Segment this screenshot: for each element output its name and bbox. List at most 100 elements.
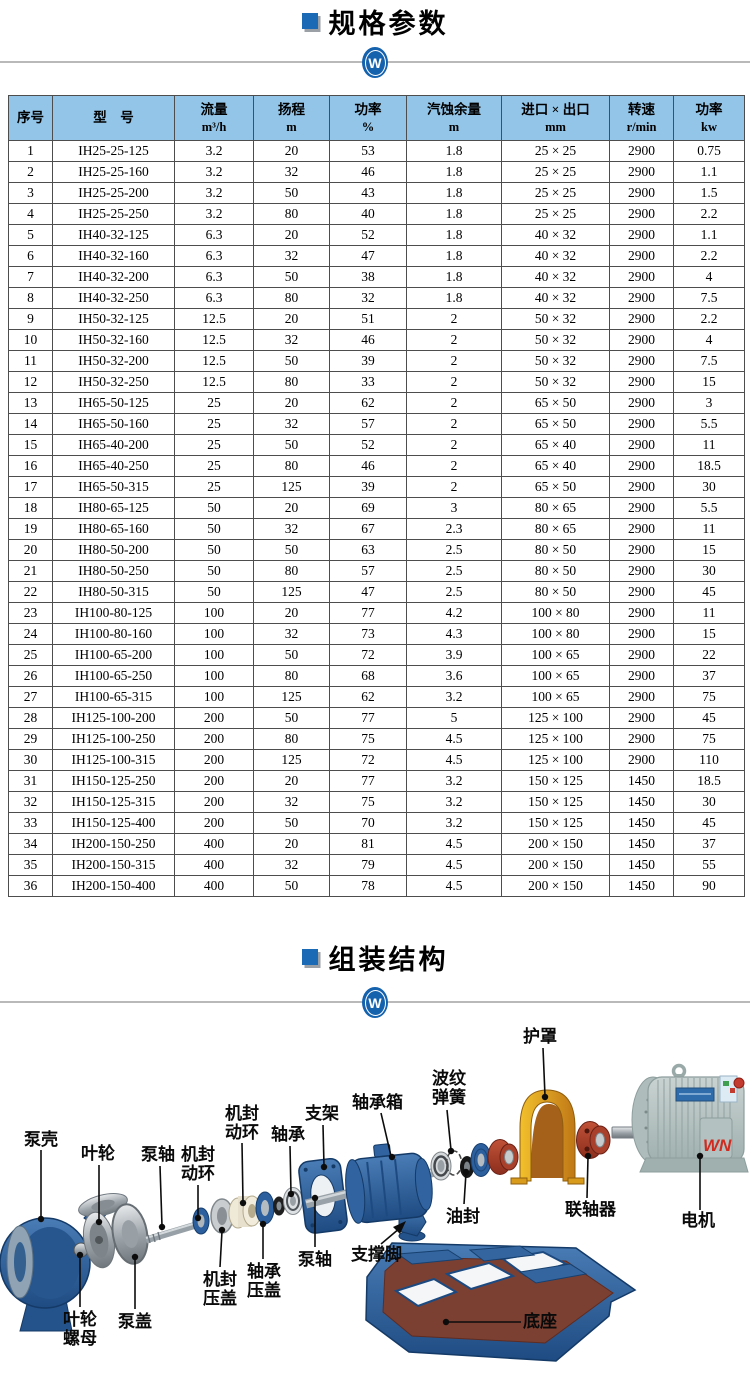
table-cell: 33 bbox=[8, 812, 53, 834]
gland-disc-part bbox=[470, 1143, 492, 1177]
table-cell: 65 × 50 bbox=[501, 413, 610, 435]
table-cell: 47 bbox=[329, 245, 407, 267]
table-cell: 100 bbox=[174, 665, 254, 687]
table-cell: 2900 bbox=[609, 581, 674, 603]
table-cell: 32 bbox=[253, 413, 330, 435]
table-cell: IH40-32-125 bbox=[52, 224, 175, 246]
table-cell: 7.5 bbox=[673, 350, 745, 372]
table-row: 9 IH50-32-125 12.5 20 51 2 50 × 32 2900 2.2 bbox=[8, 308, 745, 330]
table-cell: IH125-100-250 bbox=[52, 728, 175, 750]
table-row: 15 IH65-40-200 25 50 52 2 65 × 40 2900 11 bbox=[8, 434, 745, 456]
table-row: 27 IH100-65-315 100 125 62 3.2 100 × 65 2900 75 bbox=[8, 686, 745, 708]
table-cell: 50 × 32 bbox=[501, 308, 610, 330]
impeller-part bbox=[82, 1211, 116, 1269]
table-row: 33 IH150-125-400 200 50 70 3.2 150 × 125 1450 45 bbox=[8, 812, 745, 834]
part-label-seal-ring-1: 机封动环 bbox=[181, 1145, 215, 1184]
table-cell: 55 bbox=[673, 854, 745, 876]
seal-rotating-ring-part bbox=[192, 1207, 210, 1235]
table-row: 6 IH40-32-160 6.3 32 47 1.8 40 × 32 2900 2.2 bbox=[8, 245, 745, 267]
table-cell: IH40-32-200 bbox=[52, 266, 175, 288]
table-cell: 20 bbox=[253, 308, 330, 330]
table-cell: 46 bbox=[329, 329, 407, 351]
table-cell: 32 bbox=[253, 518, 330, 540]
section-square-icon bbox=[301, 13, 318, 29]
table-cell: IH65-40-200 bbox=[52, 434, 175, 456]
table-cell: 31 bbox=[8, 770, 53, 792]
table-cell: 25 × 25 bbox=[501, 140, 610, 162]
column-header: 功率% bbox=[329, 95, 407, 141]
section-header-specs: 规格参数 bbox=[0, 2, 750, 40]
section-header-assembly: 组装结构 bbox=[0, 938, 750, 976]
table-cell: 1450 bbox=[609, 854, 674, 876]
table-cell: 4.5 bbox=[406, 749, 502, 771]
pump-shaft-front-part bbox=[144, 1221, 198, 1244]
table-cell: 2900 bbox=[609, 749, 674, 771]
table-cell: 40 bbox=[329, 203, 407, 225]
section-square-icon bbox=[301, 949, 318, 965]
table-cell: 25 × 25 bbox=[501, 182, 610, 204]
table-cell: 30 bbox=[673, 560, 745, 582]
table-row: 4 IH25-25-250 3.2 80 40 1.8 25 × 25 2900 2.2 bbox=[8, 203, 745, 225]
pump-cover-part bbox=[111, 1203, 149, 1265]
table-cell: 35 bbox=[8, 854, 53, 876]
table-cell: 5.5 bbox=[673, 497, 745, 519]
table-cell: 50 bbox=[253, 182, 330, 204]
part-label-base: 底座 bbox=[523, 1312, 557, 1331]
motor-part: WN bbox=[611, 1063, 749, 1173]
table-cell: 23 bbox=[8, 602, 53, 624]
table-cell: 11 bbox=[673, 602, 745, 624]
section-title-specs: 规格参数 bbox=[328, 8, 449, 39]
column-header: 序号 bbox=[8, 95, 53, 141]
table-row: 36 IH200-150-400 400 50 78 4.5 200 × 150 1450 90 bbox=[8, 875, 745, 897]
table-row: 31 IH150-125-250 200 20 77 3.2 150 × 125 1450 18… bbox=[8, 770, 745, 792]
part-label-pump-casing: 泵壳 bbox=[24, 1130, 58, 1149]
part-label-wave-spring: 波纹弹簧 bbox=[432, 1069, 466, 1108]
part-label-coupling: 联轴器 bbox=[565, 1200, 616, 1219]
base-part bbox=[365, 1242, 637, 1362]
table-row: 10 IH50-32-160 12.5 32 46 2 50 × 32 2900 4 bbox=[8, 329, 745, 351]
table-cell: 100 × 65 bbox=[501, 665, 610, 687]
table-cell: IH40-32-250 bbox=[52, 287, 175, 309]
table-cell: 50 × 32 bbox=[501, 371, 610, 393]
table-cell: 70 bbox=[329, 812, 407, 834]
table-cell: 80 × 50 bbox=[501, 581, 610, 603]
table-cell: 90 bbox=[673, 875, 745, 897]
part-label-seal-ring-2: 机封动环 bbox=[225, 1104, 259, 1143]
table-cell: 53 bbox=[329, 140, 407, 162]
table-cell: 200 × 150 bbox=[501, 875, 610, 897]
table-row: 5 IH40-32-125 6.3 20 52 1.8 40 × 32 2900 1.1 bbox=[8, 224, 745, 246]
arrowhead-icon bbox=[393, 1221, 406, 1234]
table-row: 19 IH80-65-160 50 32 67 2.3 80 × 65 2900 11 bbox=[8, 518, 745, 540]
table-cell: IH100-65-315 bbox=[52, 686, 175, 708]
table-cell: IH80-50-250 bbox=[52, 560, 175, 582]
guard-part bbox=[510, 1089, 585, 1185]
table-cell: 2900 bbox=[609, 518, 674, 540]
part-label-guard: 护罩 bbox=[523, 1027, 557, 1046]
watermark-badge: W bbox=[362, 987, 388, 1018]
table-row: 35 IH200-150-315 400 32 79 4.5 200 × 150 1450 55 bbox=[8, 854, 745, 876]
table-row: 21 IH80-50-250 50 80 57 2.5 80 × 50 2900 30 bbox=[8, 560, 745, 582]
table-cell: 4.5 bbox=[406, 875, 502, 897]
table-cell: 125 × 100 bbox=[501, 707, 610, 729]
table-cell: 2900 bbox=[609, 455, 674, 477]
table-cell: 100 × 65 bbox=[501, 644, 610, 666]
table-row: 1 IH25-25-125 3.2 20 53 1.8 25 × 25 2900 0.75 bbox=[8, 140, 745, 162]
table-cell: IH150-125-315 bbox=[52, 791, 175, 813]
table-cell: 3.2 bbox=[174, 182, 254, 204]
table-row: 12 IH50-32-250 12.5 80 33 2 50 × 32 2900 15 bbox=[8, 371, 745, 393]
bearing-gland-part bbox=[255, 1191, 275, 1225]
table-cell: IH80-50-315 bbox=[52, 581, 175, 603]
part-label-impeller-nut: 叶轮螺母 bbox=[63, 1310, 97, 1349]
table-cell: 25 bbox=[174, 476, 254, 498]
table-row: 18 IH80-65-125 50 20 69 3 80 × 65 2900 5.5 bbox=[8, 497, 745, 519]
table-row: 30 IH125-100-315 200 125 72 4.5 125 × 100 2900 1… bbox=[8, 749, 745, 771]
table-cell: 1450 bbox=[609, 812, 674, 834]
table-cell: 150 × 125 bbox=[501, 791, 610, 813]
table-cell: 2900 bbox=[609, 182, 674, 204]
table-cell: 25 × 25 bbox=[501, 161, 610, 183]
motor-logo: WN bbox=[703, 1136, 732, 1155]
table-cell: 2.2 bbox=[673, 308, 745, 330]
table-cell: 50 bbox=[253, 812, 330, 834]
